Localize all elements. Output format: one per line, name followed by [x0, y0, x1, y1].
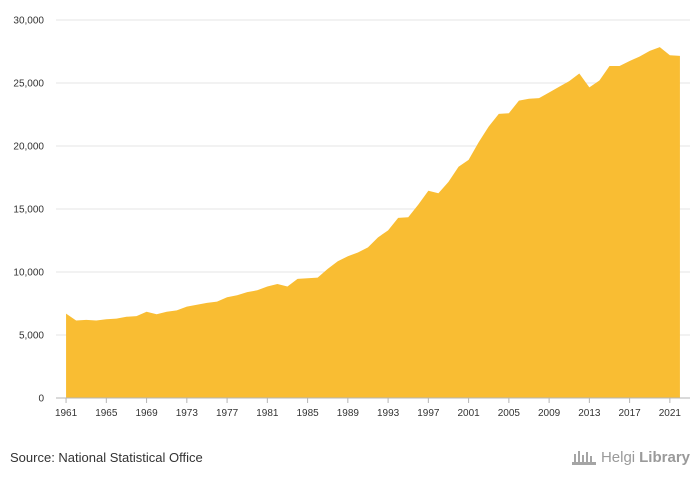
x-tick-label: 2005	[498, 408, 521, 419]
x-tick-label: 2013	[578, 408, 601, 419]
x-tick-label: 1981	[256, 408, 279, 419]
x-tick-label: 1985	[296, 408, 319, 419]
brand-name-part2: Library	[639, 448, 690, 466]
y-tick-label: 30,000	[13, 16, 44, 27]
x-tick-label: 2021	[659, 408, 682, 419]
x-tick-label: 1973	[176, 408, 199, 419]
x-tick-label: 1965	[95, 408, 118, 419]
x-tick-label: 1977	[216, 408, 239, 419]
y-tick-label: 5,000	[19, 331, 44, 342]
area-series	[66, 47, 680, 399]
x-tick-label: 1989	[337, 408, 360, 419]
x-tick-label: 1993	[377, 408, 400, 419]
y-tick-label: 10,000	[13, 268, 44, 279]
x-tick-label: 2017	[618, 408, 641, 419]
y-tick-label: 15,000	[13, 205, 44, 216]
area-chart: 0 5,000 10,000 15,000 20,000 25,000 30,000 196…	[13, 16, 690, 419]
x-tick-label: 1969	[135, 408, 158, 419]
source-note: Source: National Statistical Office	[10, 450, 203, 465]
x-tick-label: 1997	[417, 408, 440, 419]
y-tick-labels: 0 5,000 10,000 15,000 20,000 25,000 30,000	[13, 16, 44, 405]
area-layer	[66, 47, 680, 399]
axis-layer	[56, 397, 690, 403]
y-tick-label: 0	[38, 394, 44, 405]
y-tick-label: 25,000	[13, 79, 44, 90]
brand-name-part1: Helgi	[600, 448, 636, 466]
y-tick-label: 20,000	[13, 142, 44, 153]
x-tick-label: 1961	[55, 408, 78, 419]
x-tick-label: 2009	[538, 408, 561, 419]
x-tick-labels: 1961 1965 1969 1973 1977 1981 1985 1989 1993 1997…	[55, 408, 681, 419]
x-tick-label: 2001	[457, 408, 480, 419]
brand-logo[interactable]: Helgi Library	[571, 448, 690, 466]
building-icon	[571, 451, 596, 465]
